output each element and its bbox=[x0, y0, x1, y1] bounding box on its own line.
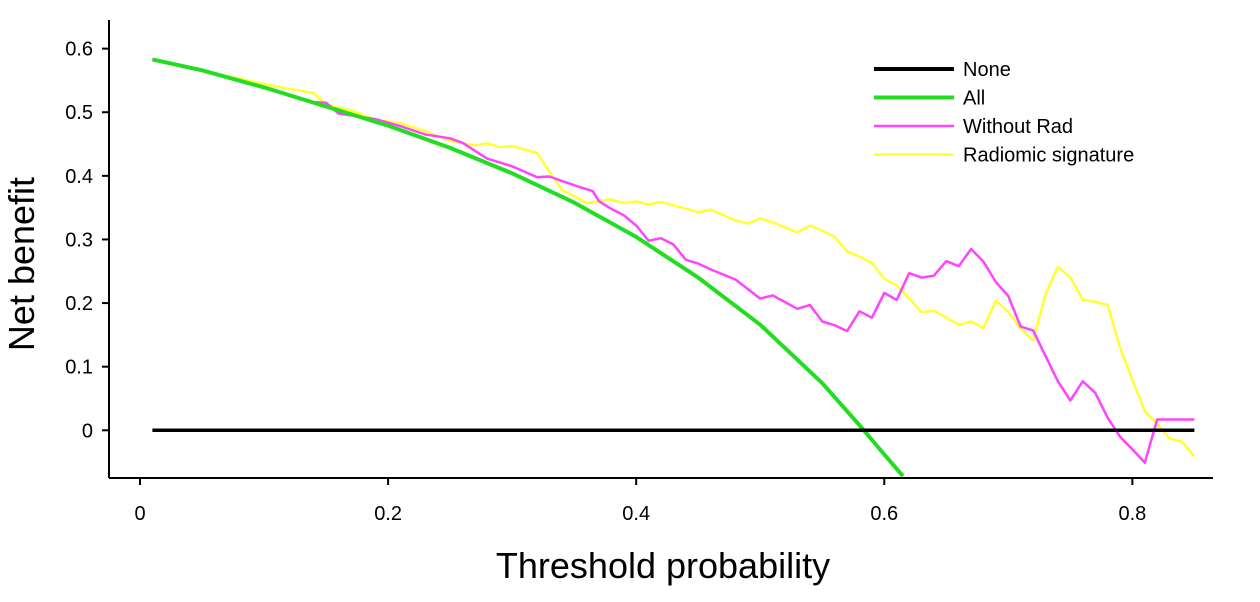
x-tick-label: 0.6 bbox=[870, 503, 898, 525]
legend-label-without-rad: Without Rad bbox=[963, 116, 1073, 138]
y-tick-label: 0.5 bbox=[65, 102, 93, 124]
x-tick-label: 0 bbox=[134, 503, 145, 525]
legend-label-radiomic-signature: Radiomic signature bbox=[963, 145, 1134, 167]
x-tick-label: 0.4 bbox=[622, 503, 650, 525]
legend-label-all: All bbox=[963, 88, 985, 110]
y-tick-label: 0.6 bbox=[65, 39, 93, 61]
y-tick-label: 0 bbox=[82, 420, 93, 442]
y-tick-label: 0.4 bbox=[65, 166, 93, 188]
y-tick-label: 0.1 bbox=[65, 357, 93, 379]
plot-lines bbox=[151, 57, 1196, 478]
series-line-all bbox=[151, 57, 905, 478]
y-tick-label: 0.3 bbox=[65, 229, 93, 251]
y-tick-label: 0.2 bbox=[65, 293, 93, 315]
y-axis-title: Net benefit bbox=[1, 177, 42, 351]
legend-label-none: None bbox=[963, 59, 1011, 81]
series-line-radiomic-signature bbox=[152, 58, 1196, 458]
axes: 0 0.1 0.2 0.3 0.4 0.5 0.6 0 0.2 0.4 0.6 0.8 bbox=[65, 20, 1213, 525]
x-axis-title: Threshold probability bbox=[496, 545, 830, 586]
legend: None All Without Rad Radiomic signature bbox=[874, 59, 1134, 167]
x-tick-label: 0.2 bbox=[374, 503, 402, 525]
x-tick-label: 0.8 bbox=[1118, 503, 1146, 525]
series-line-without-rad bbox=[152, 58, 1195, 464]
